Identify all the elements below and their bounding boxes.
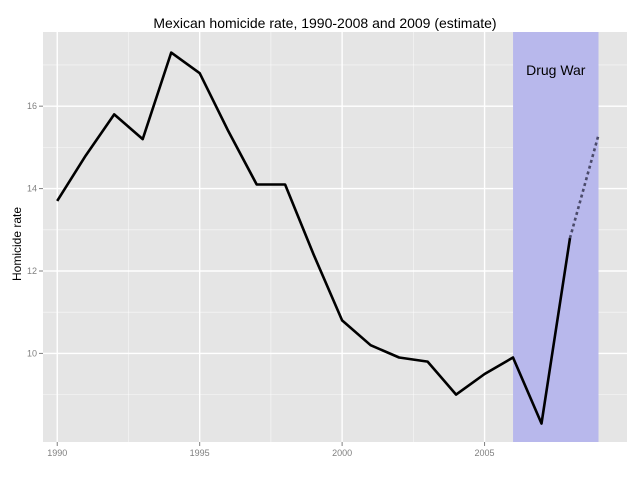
drug-war-region [513,32,599,442]
y-tick-label: 12 [27,266,37,276]
y-tick-label: 16 [27,101,37,111]
series-lines [56,51,600,425]
x-axis-ticks: 1990 1995 2000 2005 [47,442,495,458]
homicide-rate-line [56,51,572,425]
x-tick-label: 2000 [332,448,352,458]
x-tick-label: 1995 [190,448,210,458]
chart-title: Mexican homicide rate, 1990-2008 and 200… [153,15,496,31]
y-axis-label: Homicide rate [10,207,24,281]
major-gridlines [43,32,627,442]
y-axis-ticks: 10 12 14 16 [27,101,43,358]
x-tick-label: 1990 [47,448,67,458]
y-tick-label: 14 [27,184,37,194]
y-tick-label: 10 [27,348,37,358]
x-tick-label: 2005 [475,448,495,458]
drug-war-label: Drug War [526,62,586,78]
